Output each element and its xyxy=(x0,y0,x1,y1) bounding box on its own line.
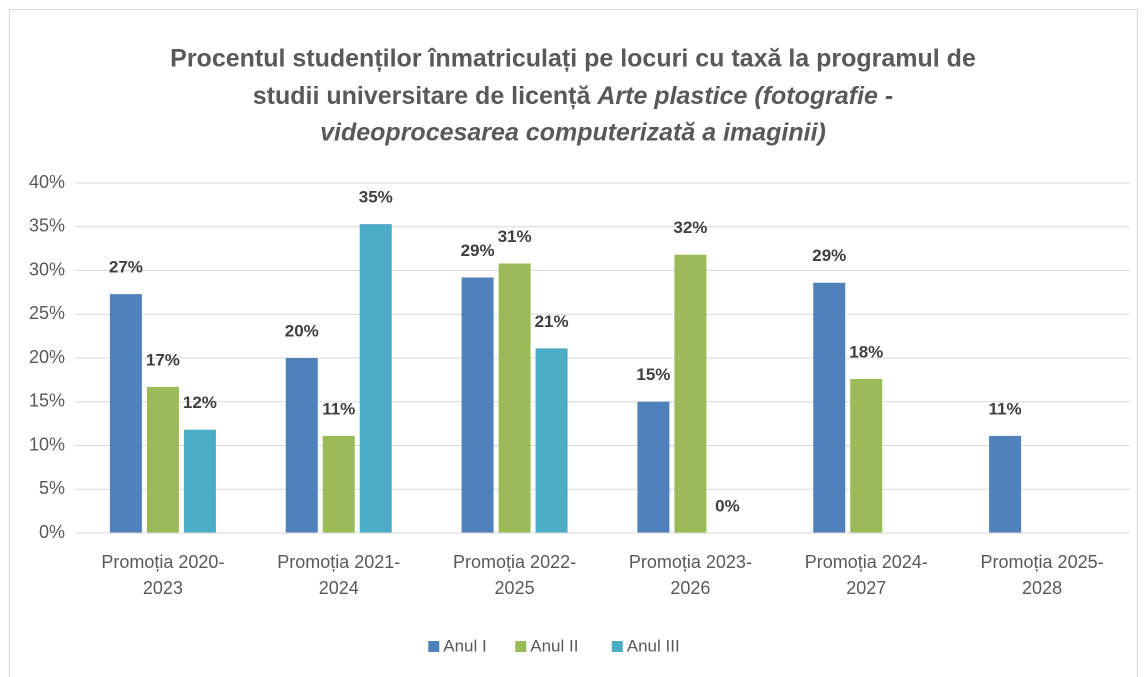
bar xyxy=(989,435,1022,533)
data-label: 32% xyxy=(673,218,707,237)
data-label: 20% xyxy=(285,321,319,340)
x-tick-label: Promoția 2023- 2026 xyxy=(629,552,752,598)
x-tick-label-line: 2026 xyxy=(670,578,710,598)
data-label: 35% xyxy=(359,188,393,207)
x-tick-label-line: Promoția 2021- xyxy=(277,552,400,572)
chart-border xyxy=(9,9,1138,677)
x-tick-label-line: 2025 xyxy=(495,578,535,598)
x-tick-label-line: Promoția 2025- xyxy=(981,552,1104,572)
y-tick-label: 5% xyxy=(39,478,65,498)
data-label: 29% xyxy=(812,246,846,265)
legend-swatch xyxy=(611,641,623,652)
data-label: 18% xyxy=(849,342,883,361)
legend-swatch xyxy=(515,641,527,652)
data-label: 0% xyxy=(715,496,740,515)
chart-title: videoprocesarea computerizată a imaginii… xyxy=(320,119,826,147)
x-tick-label: Promoția 2021- 2024 xyxy=(277,552,400,598)
y-tick-label: 40% xyxy=(29,172,65,192)
x-tick-label-line: Promoția 2023- xyxy=(629,552,752,572)
chart-title: studii universitare de licență Arte plas… xyxy=(253,82,893,110)
x-tick-label-line: 2023 xyxy=(143,578,183,598)
bar xyxy=(359,224,392,533)
bar xyxy=(322,435,355,533)
y-tick-label: 15% xyxy=(29,391,65,411)
bar xyxy=(109,294,142,533)
bar xyxy=(850,379,883,533)
y-tick-label: 10% xyxy=(29,434,65,454)
y-tick-label: 25% xyxy=(29,303,65,323)
legend-label: Anul III xyxy=(627,636,680,655)
data-label: 31% xyxy=(498,227,532,246)
y-tick-label: 0% xyxy=(39,522,65,542)
data-label: 11% xyxy=(989,399,1022,418)
bar xyxy=(183,429,216,533)
data-label: 27% xyxy=(109,258,143,277)
legend-swatch xyxy=(428,641,440,652)
data-label: 29% xyxy=(461,241,495,260)
x-tick-label-line: Promoția 2022- xyxy=(453,552,576,572)
x-tick-label: Promoția 2024- 2027 xyxy=(805,552,928,598)
x-tick-label: Promoția 2025- 2028 xyxy=(981,552,1104,598)
x-tick-label-line: Promoția 2024- xyxy=(805,552,928,572)
chart-title-part: studii universitare de licență xyxy=(253,82,592,110)
legend-label: Anul I xyxy=(443,636,486,655)
bar xyxy=(813,282,846,533)
data-label: 17% xyxy=(146,350,180,369)
x-tick-label-line: Promoția 2020- xyxy=(101,552,224,572)
data-label: 11% xyxy=(322,399,355,418)
bar xyxy=(285,358,318,533)
bar xyxy=(498,263,531,533)
bar xyxy=(535,348,568,533)
data-label: 21% xyxy=(535,312,569,331)
y-tick-label: 30% xyxy=(29,259,65,279)
x-tick-label: Promoția 2022- 2025 xyxy=(453,552,576,598)
chart-title-part: Arte plastice (fotografie - xyxy=(596,82,893,110)
bar xyxy=(461,277,494,533)
bar xyxy=(146,386,179,533)
y-tick-label: 35% xyxy=(29,216,65,236)
x-tick-label-line: 2028 xyxy=(1022,578,1062,598)
x-tick-label: Promoția 2020- 2023 xyxy=(101,552,224,598)
data-label: 15% xyxy=(636,365,670,384)
y-tick-label: 20% xyxy=(29,347,65,367)
x-tick-label-line: 2027 xyxy=(846,578,886,598)
x-tick-label-line: 2024 xyxy=(319,578,359,598)
bar xyxy=(674,254,707,533)
data-label: 12% xyxy=(183,393,217,412)
bar xyxy=(637,401,670,533)
legend-label: Anul II xyxy=(530,636,578,655)
chart-title: Procentul studenților înmatriculați pe l… xyxy=(170,45,976,73)
